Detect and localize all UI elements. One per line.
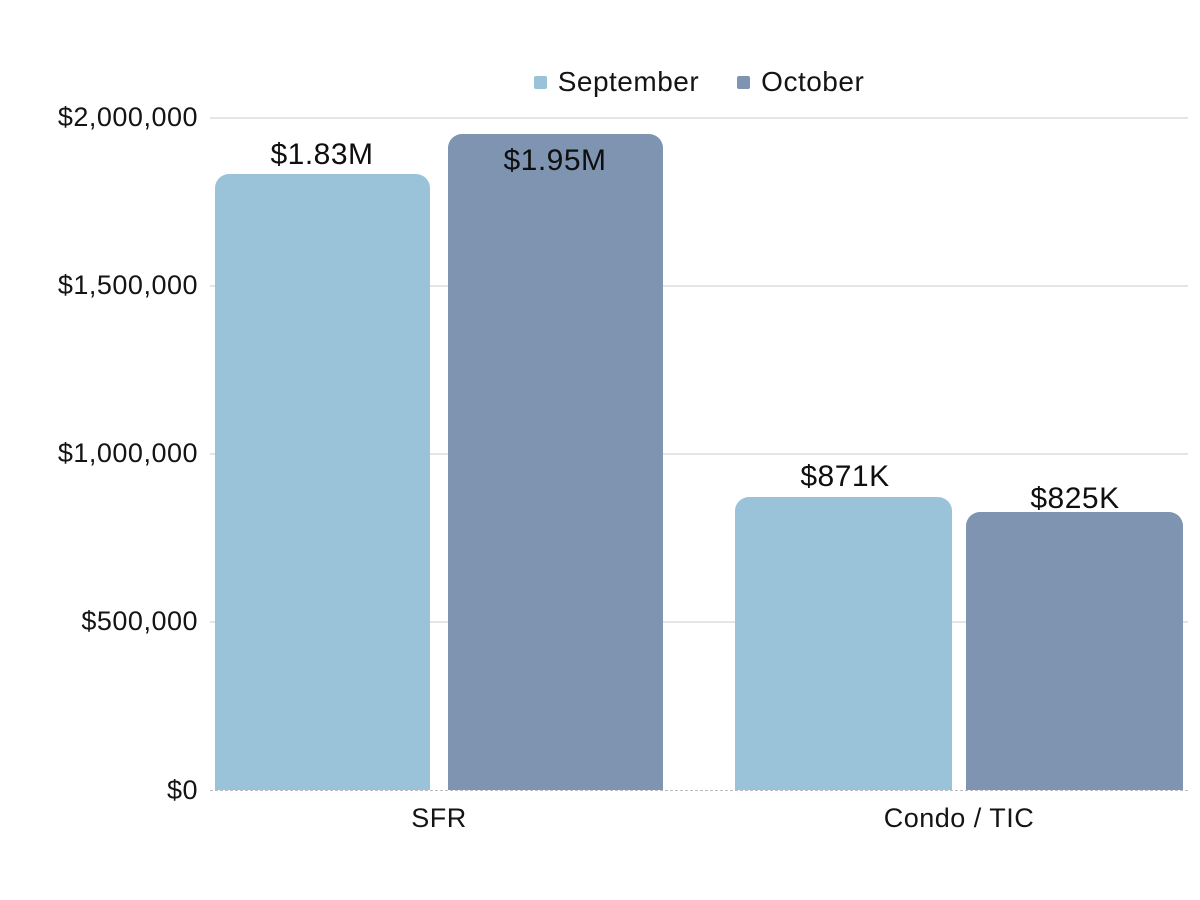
legend-label-september: September [557,66,700,97]
x-label-condo: Condo / TIC [883,803,1035,833]
y-tick-1500000: $1,500,000 [57,270,198,300]
legend-item-september: September [533,66,700,98]
y-tick-500000: $500,000 [81,606,198,636]
y-tick-1000000: $1,000,000 [57,438,198,468]
plot-area: $1.83M $1.95M $871K $825K [210,117,1188,791]
chart-legend: September October [210,64,1188,100]
gridline-1500000 [210,285,1188,287]
x-label-sfr: SFR [411,803,467,833]
y-tick-0: $0 [166,775,198,805]
bar-condo-october [966,512,1183,790]
legend-label-october: October [761,66,865,97]
legend-item-october: October [737,66,864,98]
gridline-1000000 [210,453,1188,455]
gridline-500000 [210,621,1188,623]
october-swatch-icon [737,75,751,89]
bar-sfr-september [215,174,430,790]
value-label-sfr-september: $1.83M [270,138,374,171]
gridline-2000000 [210,117,1188,119]
value-label-condo-september: $871K [800,460,890,493]
value-label-sfr-october: $1.95M [503,144,607,177]
bar-sfr-october [448,134,663,790]
september-swatch-icon [533,75,547,89]
x-axis-baseline [210,790,1188,791]
y-tick-2000000: $2,000,000 [57,102,198,132]
value-label-condo-october: $825K [1030,482,1120,515]
bar-condo-september [735,497,952,790]
